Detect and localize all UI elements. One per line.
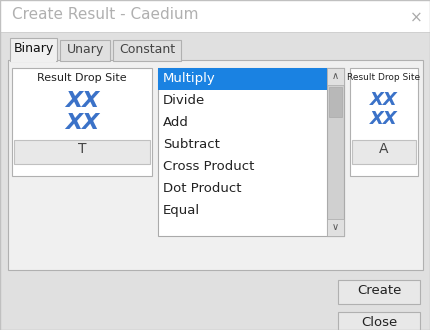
Text: Equal: Equal bbox=[163, 204, 200, 217]
Text: Result Drop Site: Result Drop Site bbox=[37, 73, 127, 83]
Bar bbox=[327, 68, 344, 236]
Text: Add: Add bbox=[163, 116, 189, 129]
Text: Dot Product: Dot Product bbox=[163, 182, 242, 195]
Text: Cross Product: Cross Product bbox=[163, 160, 255, 173]
Bar bbox=[14, 140, 150, 164]
Text: ×: × bbox=[410, 10, 423, 25]
Text: XX: XX bbox=[65, 113, 99, 133]
Bar bbox=[8, 60, 423, 61]
Text: Subtract: Subtract bbox=[163, 138, 220, 151]
Bar bbox=[0, 32, 430, 33]
Text: Binary: Binary bbox=[13, 42, 54, 55]
Text: Close: Close bbox=[361, 316, 397, 329]
Bar bbox=[12, 68, 152, 176]
Bar bbox=[60, 40, 110, 61]
Text: XX: XX bbox=[370, 91, 398, 109]
Bar bbox=[158, 68, 344, 236]
Bar bbox=[338, 280, 420, 304]
Bar bbox=[350, 68, 418, 176]
Text: Create Result - Caedium: Create Result - Caedium bbox=[12, 7, 199, 22]
Text: Divide: Divide bbox=[163, 94, 205, 107]
Bar bbox=[113, 40, 181, 61]
Text: XX: XX bbox=[65, 91, 99, 111]
Text: Unary: Unary bbox=[66, 43, 104, 56]
Bar bbox=[327, 219, 344, 236]
Bar bbox=[10, 38, 57, 61]
Bar bbox=[0, 0, 430, 32]
Text: Result Drop Site: Result Drop Site bbox=[347, 73, 421, 82]
Bar bbox=[329, 87, 342, 117]
Text: ∧: ∧ bbox=[332, 71, 339, 81]
Text: XX: XX bbox=[370, 110, 398, 128]
Bar bbox=[158, 68, 327, 90]
Text: A: A bbox=[379, 142, 389, 156]
Bar bbox=[352, 140, 416, 164]
Bar bbox=[11, 59, 56, 62]
Text: Multiply: Multiply bbox=[163, 72, 216, 85]
Text: T: T bbox=[78, 142, 86, 156]
Bar bbox=[338, 312, 420, 330]
Bar bbox=[11, 60, 56, 62]
Bar bbox=[327, 68, 344, 85]
Bar bbox=[8, 38, 423, 64]
Text: ∨: ∨ bbox=[332, 222, 339, 232]
Text: Constant: Constant bbox=[119, 43, 175, 56]
Bar bbox=[8, 60, 423, 270]
Text: Create: Create bbox=[357, 284, 401, 297]
